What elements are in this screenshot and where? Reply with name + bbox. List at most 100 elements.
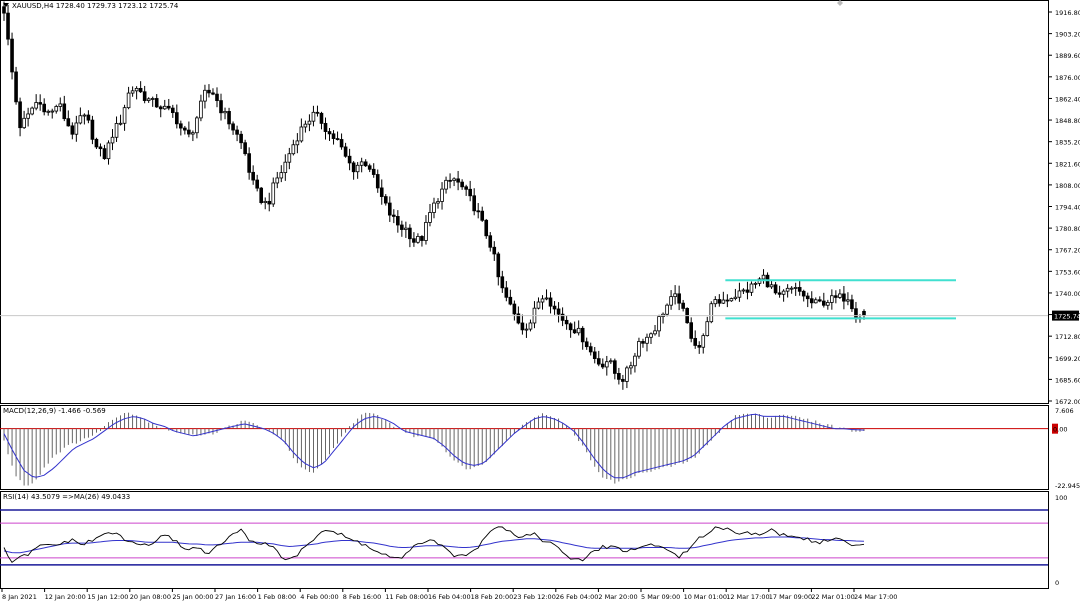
y-tick-label: 1699.20 bbox=[1055, 355, 1080, 363]
macd-panel[interactable] bbox=[0, 405, 1049, 490]
candle bbox=[170, 104, 175, 118]
candle-body bbox=[544, 297, 549, 300]
candle-body bbox=[408, 227, 412, 240]
candle-body bbox=[223, 111, 227, 114]
candle bbox=[98, 143, 103, 157]
candle-body bbox=[351, 162, 356, 173]
candle bbox=[420, 235, 424, 247]
candle-body bbox=[713, 299, 718, 305]
candle bbox=[383, 194, 388, 206]
candle-body bbox=[854, 308, 858, 320]
candle bbox=[689, 317, 693, 343]
candle-body bbox=[138, 87, 143, 93]
candle-body bbox=[476, 210, 481, 213]
candlestick-series: 1725.74 bbox=[0, 1, 1080, 390]
candle-body bbox=[118, 122, 123, 125]
candle-body bbox=[195, 117, 199, 134]
candle-body bbox=[576, 327, 581, 334]
candle bbox=[311, 105, 316, 127]
candle bbox=[90, 115, 95, 145]
candle-body bbox=[82, 114, 87, 117]
candle-body bbox=[400, 224, 404, 230]
x-tick-label: 26 Feb 04:00 bbox=[556, 593, 599, 601]
candle-body bbox=[785, 287, 790, 292]
candle-body bbox=[809, 298, 814, 304]
candle bbox=[166, 98, 171, 111]
candle-body bbox=[468, 188, 472, 197]
candle-body bbox=[383, 196, 388, 204]
candle-body bbox=[862, 310, 866, 317]
candle-body bbox=[568, 323, 573, 331]
candle bbox=[436, 198, 440, 209]
candle bbox=[468, 180, 472, 202]
candle-body bbox=[773, 284, 778, 294]
candle-body bbox=[191, 132, 195, 135]
candle bbox=[568, 322, 573, 338]
rsi-panel[interactable] bbox=[0, 491, 1049, 589]
candle-body bbox=[162, 105, 167, 110]
candle-body bbox=[621, 378, 625, 382]
candle-body bbox=[693, 337, 698, 346]
candle bbox=[70, 122, 75, 140]
candle bbox=[592, 347, 597, 364]
candle-body bbox=[448, 179, 452, 182]
candle bbox=[653, 324, 657, 336]
candle-body bbox=[90, 119, 95, 140]
candle-body bbox=[717, 299, 722, 304]
candle-body bbox=[86, 114, 91, 121]
x-tick-label: 15 Jan 12:00 bbox=[87, 593, 128, 601]
candle bbox=[343, 142, 348, 158]
candle-body bbox=[649, 333, 653, 338]
x-tick-label: 27 Jan 16:00 bbox=[215, 593, 256, 601]
rsi-line bbox=[3, 526, 865, 564]
candle-body bbox=[817, 299, 822, 302]
candle-body bbox=[572, 329, 577, 334]
candle-body bbox=[102, 148, 107, 160]
rsi-header: RSI(14) 43.5079 =>MA(26) 49.0433 bbox=[3, 493, 130, 501]
candle-body bbox=[70, 125, 75, 135]
candle bbox=[142, 85, 147, 104]
candle-body bbox=[251, 171, 255, 181]
candle bbox=[146, 97, 151, 103]
candle bbox=[677, 285, 681, 311]
candle-body bbox=[456, 178, 460, 183]
price-panel[interactable] bbox=[0, 0, 1049, 404]
y-tick-label: 1685.60 bbox=[1055, 376, 1080, 384]
candle-body bbox=[709, 303, 714, 323]
candle-body bbox=[207, 89, 211, 94]
candle-body bbox=[721, 299, 726, 304]
candle-body bbox=[247, 153, 251, 173]
candle-body bbox=[444, 179, 448, 190]
candle bbox=[158, 105, 163, 118]
last-price-label: 1725.74 bbox=[1054, 313, 1080, 321]
candle bbox=[162, 99, 167, 110]
candle bbox=[737, 282, 742, 302]
candle bbox=[191, 130, 195, 142]
candle bbox=[287, 147, 292, 170]
candle bbox=[500, 270, 505, 293]
candle bbox=[480, 206, 485, 222]
price-axis-ticks: 1916.80 1903.20 1889.60 1876.00 1862.40 1848.… bbox=[1048, 9, 1080, 406]
candle bbox=[532, 301, 537, 329]
candle-body bbox=[689, 322, 693, 339]
candle-body bbox=[677, 293, 681, 304]
candle bbox=[42, 98, 47, 116]
candle-body bbox=[227, 111, 231, 125]
candle-body bbox=[158, 106, 163, 110]
candle-body bbox=[347, 155, 352, 164]
macd-y-tick-label: 7.606 bbox=[1055, 407, 1074, 415]
candle bbox=[830, 289, 834, 310]
candle bbox=[781, 289, 786, 302]
candle bbox=[271, 177, 276, 207]
candle bbox=[817, 296, 822, 303]
candle-body bbox=[267, 200, 272, 205]
candle bbox=[408, 224, 412, 248]
candle bbox=[444, 176, 448, 194]
candle bbox=[797, 281, 802, 296]
candle-body bbox=[552, 305, 557, 310]
candle-body bbox=[653, 330, 657, 335]
candle-body bbox=[126, 92, 131, 109]
candle-body bbox=[838, 293, 842, 298]
